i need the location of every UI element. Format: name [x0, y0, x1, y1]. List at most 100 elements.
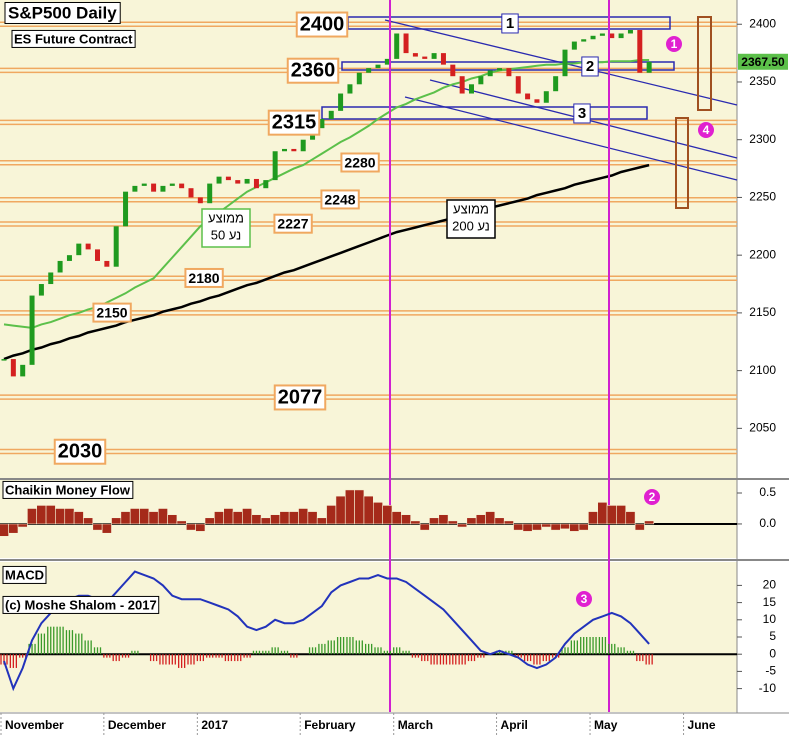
candle [562, 49, 568, 77]
y-tick-label: 2050 [749, 421, 776, 435]
y-tick-label: 2100 [749, 363, 776, 377]
chart-subtitle: ES Future Contract [14, 31, 133, 46]
cmf-bar [186, 523, 196, 531]
cmf-bar [316, 517, 327, 525]
cmf-bar [129, 508, 140, 525]
cmf-bar [513, 523, 524, 531]
cmf-bar [475, 514, 486, 525]
candle [291, 148, 297, 152]
cmf-bar [531, 523, 542, 531]
level-label-box [273, 213, 313, 234]
candle [525, 93, 531, 100]
cmf-bar [157, 508, 168, 525]
candle [169, 183, 175, 186]
y-tick-label: 2350 [749, 74, 776, 88]
zone-label: 1 [506, 15, 514, 32]
chart-title-box [4, 1, 121, 24]
cmf-bar [73, 511, 84, 525]
candle [347, 84, 353, 94]
cmf-bar [148, 511, 159, 525]
note-marker [644, 489, 660, 505]
candle [85, 243, 91, 250]
candle [1, 359, 7, 361]
price-panel-bg [0, 0, 737, 478]
candle [197, 197, 203, 204]
ma-label: ממוצע [208, 210, 244, 225]
level-label-box [286, 57, 340, 84]
cmf-bar [64, 508, 75, 525]
candle [497, 68, 503, 71]
candle [431, 53, 437, 59]
note-label: 2 [649, 490, 656, 504]
cmf-bar [55, 508, 66, 525]
cmf-bar [550, 523, 561, 531]
candle [263, 180, 269, 189]
candle [244, 178, 250, 184]
cmf-bar [307, 511, 318, 525]
panel-title-box [2, 565, 47, 584]
ma-label: ממוצע [453, 201, 489, 216]
y-tick-label: 2400 [749, 16, 776, 30]
candle [553, 76, 559, 92]
moving-average-line [3, 59, 650, 329]
candle [104, 260, 110, 267]
cmf-bar [223, 508, 234, 525]
cmf-bar [616, 505, 627, 525]
level-label-box [273, 384, 327, 411]
candle [188, 188, 194, 198]
y-tick-label: 2300 [749, 132, 776, 146]
note-label: 3 [581, 592, 588, 606]
candle [599, 33, 605, 36]
cmf-bar [466, 517, 477, 525]
candle [356, 72, 362, 85]
level-label: 2315 [272, 112, 317, 134]
candle [132, 185, 138, 192]
candle [179, 183, 185, 189]
candle [38, 284, 44, 296]
candle [459, 76, 465, 94]
cmf-bar [101, 523, 112, 534]
cmf-bar [176, 520, 187, 525]
candle [637, 30, 643, 73]
candle [300, 139, 306, 152]
cmf-bar [120, 511, 131, 525]
cmf-bar [111, 517, 122, 525]
cmf-bar [419, 523, 430, 531]
candle [515, 76, 521, 94]
moving-average-line [3, 163, 650, 361]
candle [487, 70, 493, 77]
y-tick-label: 0.0 [759, 516, 776, 530]
candle [253, 178, 259, 189]
last-price-label: 2367.50 [741, 55, 785, 69]
x-tick-label: 2017 [201, 718, 228, 732]
cmf-bar [597, 501, 608, 525]
candle [478, 76, 484, 85]
cmf-bar [92, 523, 103, 531]
cmf-bar [429, 517, 440, 525]
cmf-bar [335, 495, 346, 525]
level-label: 2030 [58, 441, 103, 463]
x-tick-label: June [688, 718, 716, 732]
zone-label: 3 [578, 105, 586, 122]
cmf-bar [288, 511, 299, 525]
candle [366, 68, 372, 73]
cmf-bar [522, 523, 533, 532]
cmf-bar [251, 514, 262, 525]
cmf-bar [195, 523, 206, 532]
level-label: 2360 [291, 60, 336, 82]
chart-title: S&P500 Daily [8, 3, 117, 22]
note-label: 4 [703, 123, 710, 137]
ma-label: נע 200 [452, 218, 490, 233]
note-marker [576, 591, 592, 607]
cmf-bar [363, 495, 374, 525]
cmf-bar [382, 505, 393, 525]
cmf-bar [503, 520, 514, 525]
cmf-bar [494, 517, 505, 525]
candle [123, 191, 129, 227]
note-marker [666, 36, 682, 52]
level-label-box [295, 11, 349, 38]
level-label-box [340, 152, 380, 173]
ma-label-box [201, 208, 251, 248]
cmf-bar [344, 489, 355, 525]
